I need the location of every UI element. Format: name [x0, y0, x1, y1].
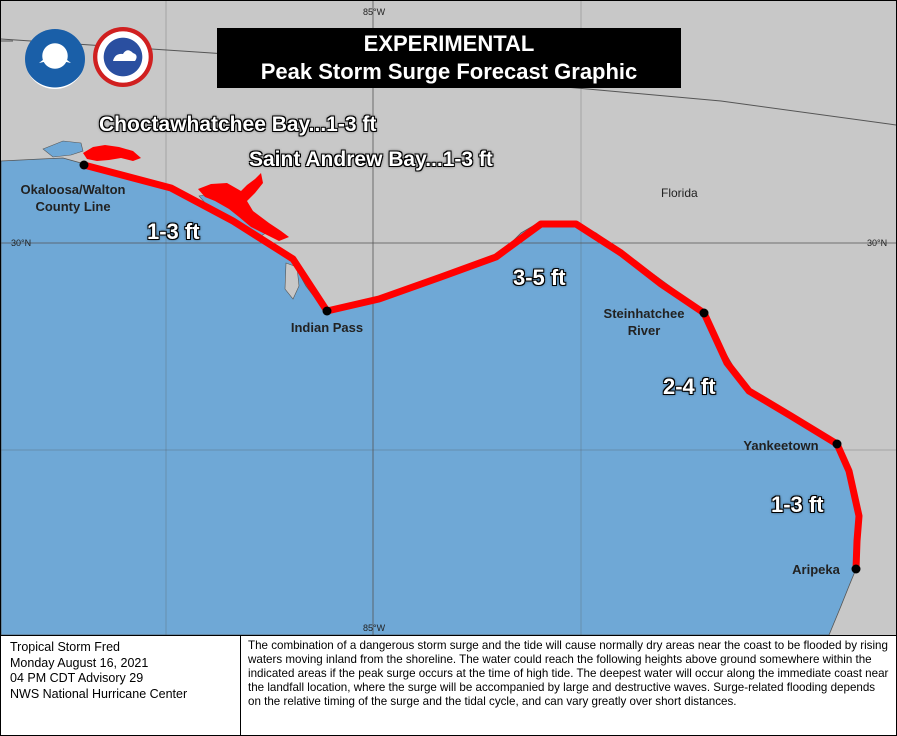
- surge-line: [80, 161, 863, 573]
- location-okaloosa-line1: Okaloosa/Walton: [20, 182, 126, 197]
- yankeetown-point: [832, 439, 842, 449]
- steinhatchee-point: [699, 308, 709, 318]
- surge-description: The combination of a dangerous storm sur…: [248, 639, 889, 708]
- title-banner: EXPERIMENTAL Peak Storm Surge Forecast G…: [217, 28, 681, 88]
- lat-label-left: 30°N: [11, 238, 32, 248]
- footer: Tropical Storm Fred Monday August 16, 20…: [1, 635, 896, 736]
- bay-label-choctawhatchee: Choctawhatchee Bay...1-3 ft: [99, 113, 377, 136]
- nws-logo: [93, 27, 153, 87]
- location-indian-pass: Indian Pass: [290, 320, 364, 335]
- state-label: Florida: [661, 186, 698, 200]
- segment-label-1: 1-3 ft: [147, 219, 200, 244]
- issuing-center: NWS National Hurricane Center: [10, 686, 188, 701]
- location-steinhatchee-line2: River: [627, 323, 661, 338]
- choctawhatchee-bay: [42, 140, 84, 158]
- storm-name: Tropical Storm Fred: [10, 640, 120, 654]
- indian-pass-point: [322, 306, 332, 316]
- advisory-number: 04 PM CDT Advisory 29: [10, 671, 144, 685]
- segment-label-4: 1-3 ft: [771, 492, 824, 517]
- nws-cloud-icon: [113, 50, 137, 61]
- lon-label-bottom: 85°W: [363, 623, 386, 633]
- choctawhatchee-surge: [83, 145, 141, 161]
- okaloosa-point: [79, 160, 89, 170]
- aripeka-point: [851, 564, 861, 574]
- lat-label-right: 30°N: [867, 238, 888, 248]
- noaa-bird-icon: [39, 56, 71, 63]
- banner-line1: EXPERIMENTAL: [363, 31, 535, 56]
- location-aripeka: Aripeka: [792, 562, 840, 577]
- map-svg: [1, 1, 896, 635]
- location-yankeetown: Yankeetown: [743, 438, 819, 453]
- noaa-logo: [25, 29, 85, 89]
- saint-andrew-surge: [198, 173, 289, 241]
- advisory-date: Monday August 16, 2021: [10, 655, 149, 670]
- location-steinhatchee-line1: Steinhatchee: [603, 306, 685, 321]
- segment-label-3: 2-4 ft: [663, 374, 716, 399]
- banner-line2: Peak Storm Surge Forecast Graphic: [260, 59, 638, 84]
- location-steinhatchee: Steinhatchee River: [591, 305, 697, 339]
- location-okaloosa: Okaloosa/Walton County Line: [15, 181, 131, 215]
- location-okaloosa-line2: County Line: [35, 199, 111, 214]
- bay-label-saint-andrew: Saint Andrew Bay...1-3 ft: [249, 148, 493, 171]
- segment-label-2: 3-5 ft: [513, 265, 566, 290]
- advisory-info: Tropical Storm Fred Monday August 16, 20…: [1, 636, 241, 736]
- map-area: 85°W 85°W 30°N 30°N Florida EXPERIMENTAL…: [1, 1, 896, 635]
- lon-label-top: 85°W: [363, 7, 386, 17]
